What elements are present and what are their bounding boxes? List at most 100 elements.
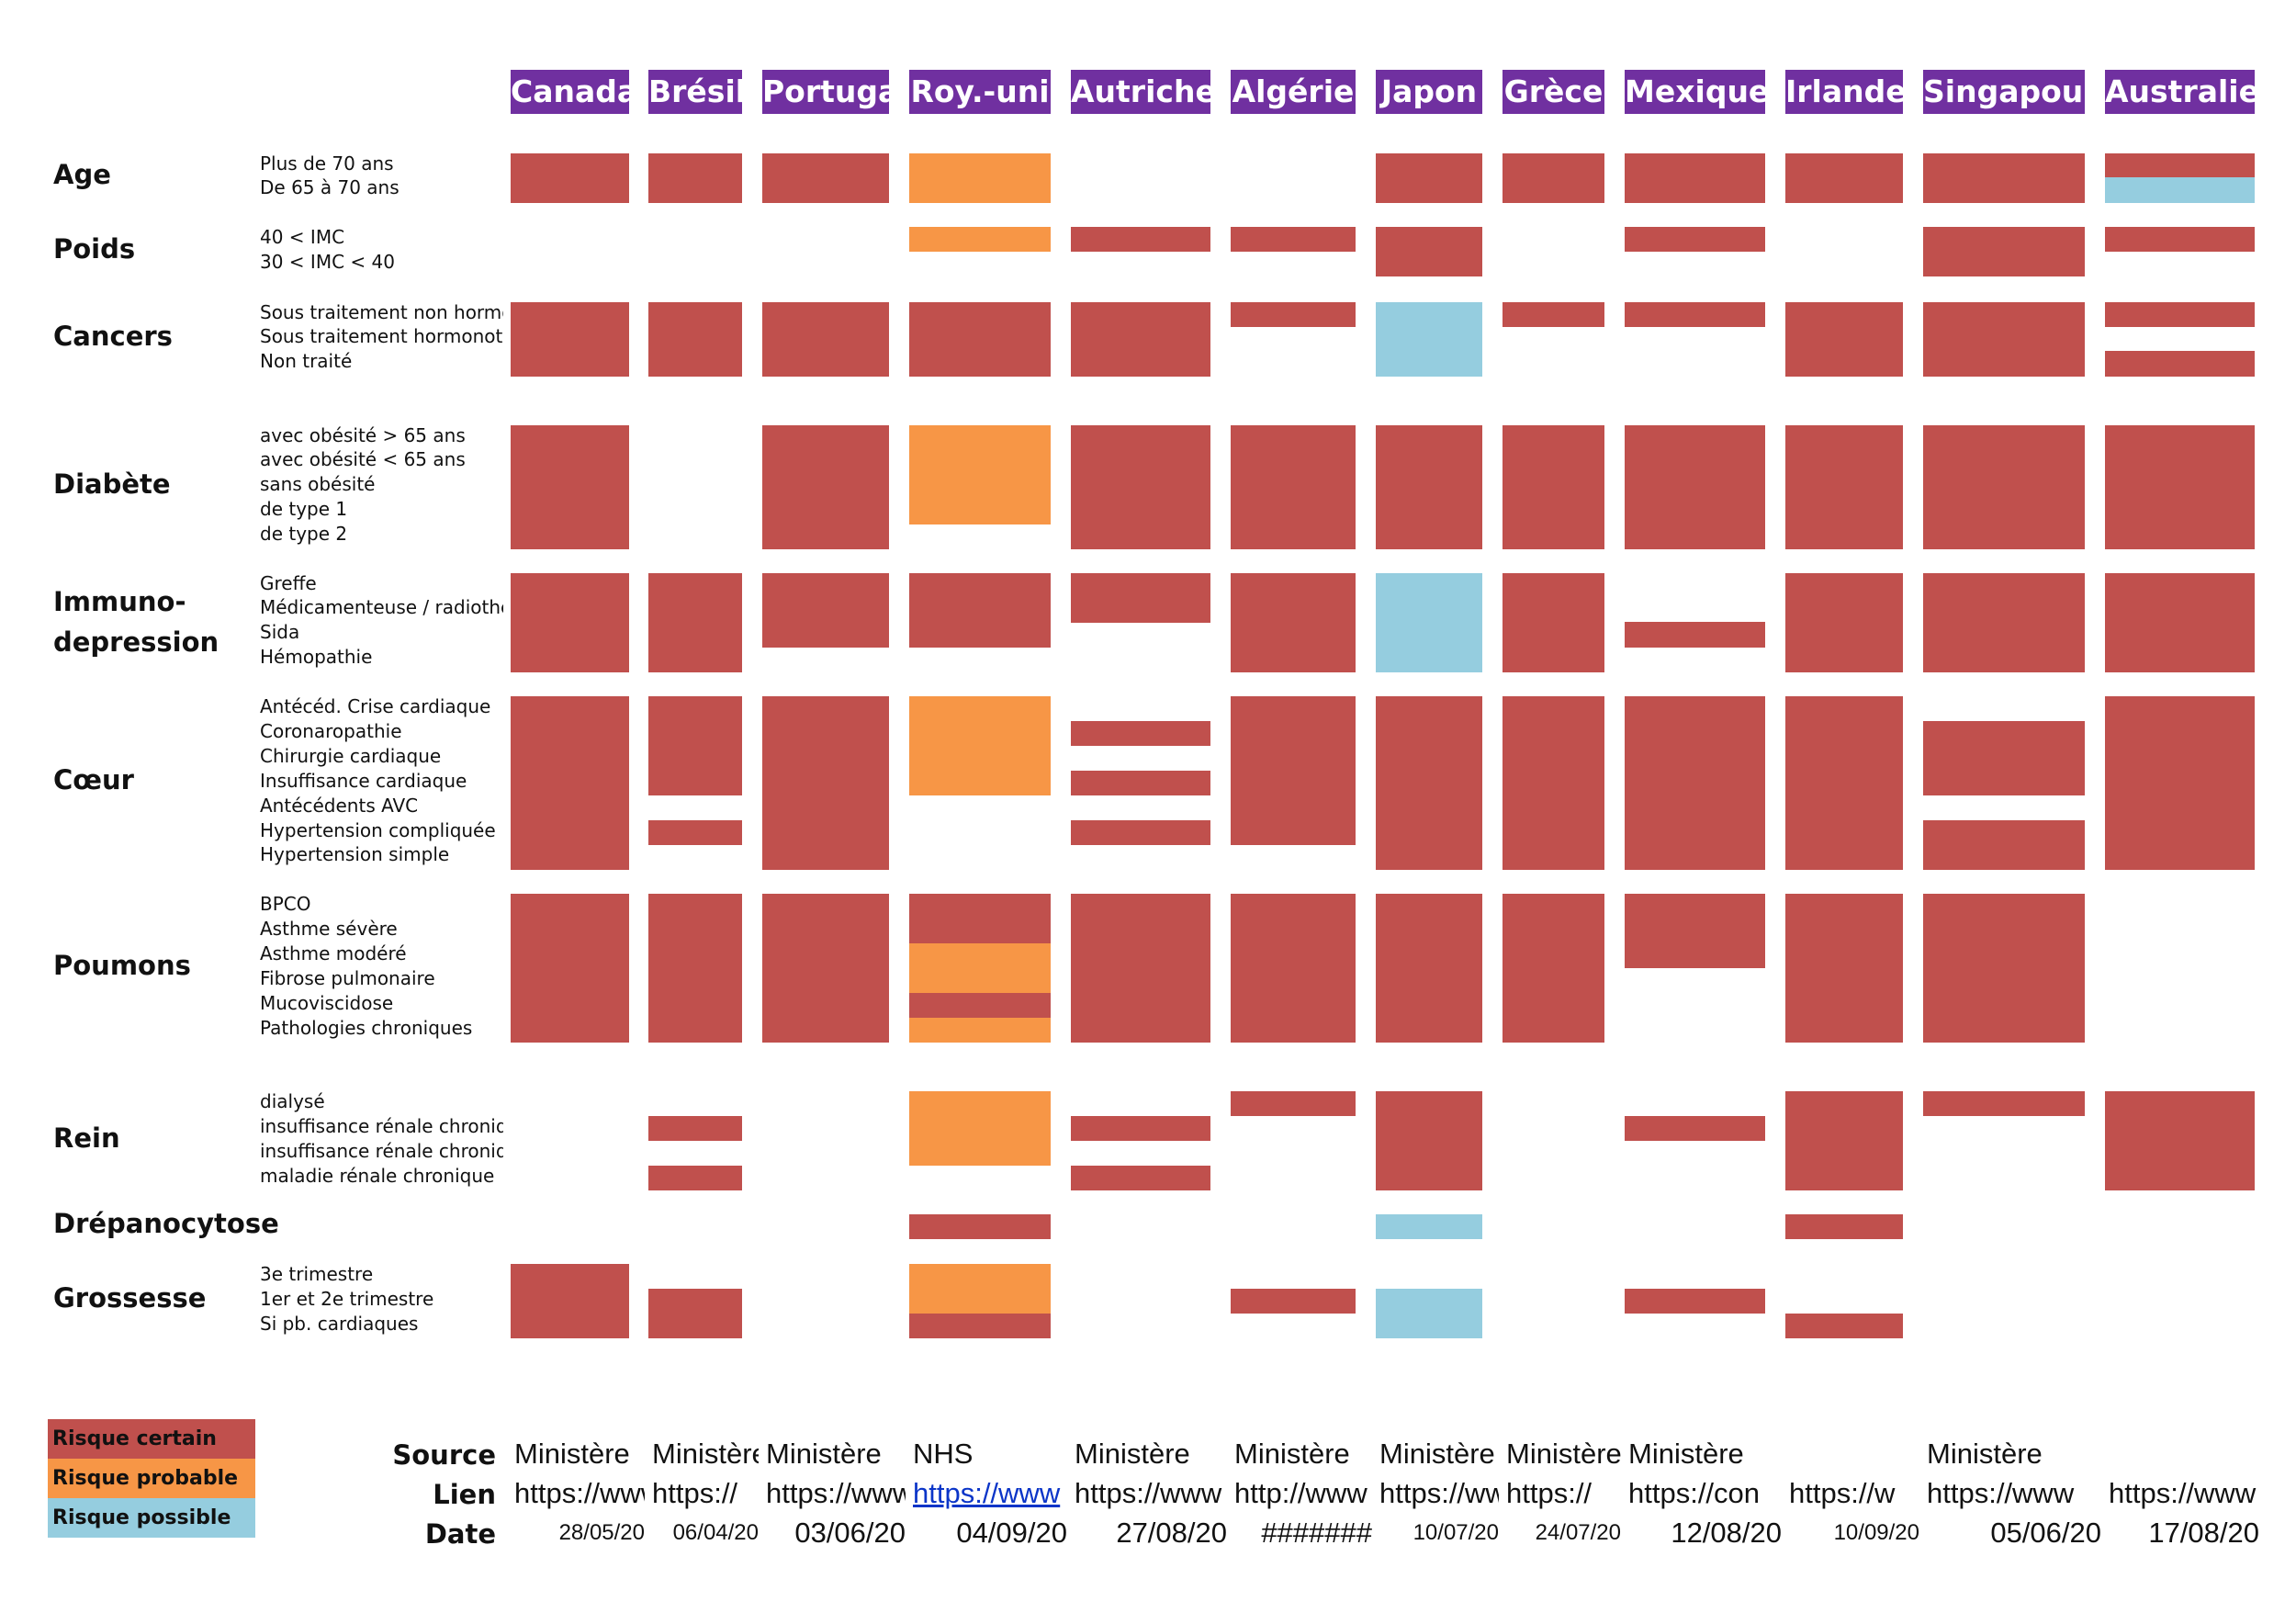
risk-cell [1376,152,1482,203]
sub-row-label: sans obésité [260,473,376,496]
sub-row-label: Sous traitement hormonothérapie [260,325,503,348]
category-label: Immuno-depression [53,581,219,662]
sub-row-label: Hypertension simple [260,843,450,866]
country-header-3: Roy.-uni [909,70,1051,114]
risk-cell [909,894,1051,944]
risk-cell [1231,301,1356,327]
risk-cell [909,152,1051,203]
footer-source-cell: Ministère [766,1438,882,1470]
risk-cell [909,992,1051,1018]
footer-source-cell: Ministère [1234,1438,1350,1470]
footer-source-cell: Ministère [1379,1438,1495,1470]
risk-cell [648,152,742,203]
footer-lien-cell[interactable]: https://w [1789,1477,1896,1509]
risk-cell [1625,424,1765,549]
sub-row-label: Antécéd. Crise cardiaque [260,695,491,717]
risk-cell [1071,720,1210,747]
footer-lien-cell[interactable]: https://www [1075,1477,1222,1509]
footer-lien-cell[interactable]: https://www [913,1477,1061,1509]
risk-cell [1785,301,1903,377]
footer-label-lien: Lien [433,1479,496,1510]
risk-cell [2105,152,2255,178]
sub-row-label: de type 2 [260,523,348,546]
risk-cell [1071,227,1210,253]
country-header-1: Brésil [648,70,742,114]
sub-row-label: Coronaropathie [260,719,402,742]
footer-lien-cell[interactable]: https://con [1628,1477,1761,1509]
footer-date-cell: 03/06/20 [794,1517,906,1549]
risk-cell [511,301,629,377]
risk-cell [511,696,629,870]
footer-date-cell: 04/09/20 [956,1517,1067,1549]
legend-item-1: Risque probable [48,1459,255,1498]
risk-cell [1376,696,1482,870]
risk-cell [1923,152,2085,203]
risk-cell [1071,894,1210,1043]
footer-label-date: Date [424,1518,496,1550]
sub-row-label: Antécédents AVC [260,794,419,817]
risk-cell [2105,424,2255,549]
sub-row-label: de type 1 [260,498,348,521]
risk-cell [1785,894,1903,1043]
risk-cell [648,572,742,672]
risk-cell [1785,1091,1903,1191]
risk-cell [648,894,742,1043]
footer-lien-cell[interactable]: https://www [766,1477,906,1509]
risk-cell [909,1313,1051,1339]
risk-cell [762,152,889,203]
category-label: Cœur [53,764,134,796]
risk-cell [511,572,629,672]
risk-cell [1071,1165,1210,1191]
footer-lien-cell[interactable]: https:// [1506,1477,1593,1509]
category-label: Diabète [53,468,171,500]
category-label: Age [53,159,111,191]
country-header-11: Australie [2105,70,2255,114]
risk-cell [1071,301,1210,377]
sub-row-label: 1er et 2e trimestre [260,1287,434,1310]
sub-row-label: Sous traitement non hormonothérapie [260,300,503,323]
footer-lien-cell[interactable]: https://www [1379,1477,1499,1509]
risk-cell [1231,1091,1356,1117]
risk-cell [909,942,1051,994]
country-header-2: Portugal [762,70,889,114]
risk-cell [648,696,742,796]
risk-cell [909,1264,1051,1314]
sub-row-label: Fibrose pulmonaire [260,966,435,989]
risk-cell [1231,894,1356,1043]
risk-cell [1923,1091,2085,1117]
footer-lien-cell[interactable]: https://www [514,1477,645,1509]
risk-cell [1503,424,1604,549]
footer-date-cell: 27/08/20 [1116,1517,1227,1549]
risk-cell [1625,894,1765,969]
footer-lien-cell[interactable]: https://www [2109,1477,2257,1509]
footer-source-cell: Ministère [514,1438,630,1470]
country-header-7: Grèce [1503,70,1604,114]
footer-date-cell: 10/07/20 [1412,1520,1499,1545]
footer-lien-cell[interactable]: https://www [1927,1477,2075,1509]
risk-cell [1923,301,2085,377]
category-label: Drépanocytose [53,1208,279,1240]
risk-cell [909,572,1051,648]
risk-cell [1376,424,1482,549]
risk-cell [1923,424,2085,549]
sub-row-label: Insuffisance cardiaque [260,769,467,792]
footer-lien-cell[interactable]: http://www [1234,1477,1367,1509]
footer-lien-cell[interactable]: https:// [652,1477,738,1509]
footer-source-cell: Ministère [1075,1438,1190,1470]
footer-date-cell: ####### [1261,1517,1372,1549]
risk-cell [1785,424,1903,549]
country-header-8: Mexique [1625,70,1765,114]
sub-row-label: Greffe [260,571,317,594]
risk-cell [1376,1214,1482,1240]
footer-label-source: Source [392,1439,496,1471]
risk-cell [648,819,742,845]
risk-cell [1376,572,1482,672]
risk-cell [1923,572,2085,672]
risk-cell [1071,1115,1210,1142]
footer-date-cell: 17/08/20 [2148,1517,2259,1549]
sub-row-label: Hémopathie [260,646,373,669]
country-header-9: Irlande [1785,70,1903,114]
risk-cell [762,894,889,1043]
risk-cell [2105,177,2255,203]
sub-row-label: 30 < IMC < 40 [260,250,395,273]
